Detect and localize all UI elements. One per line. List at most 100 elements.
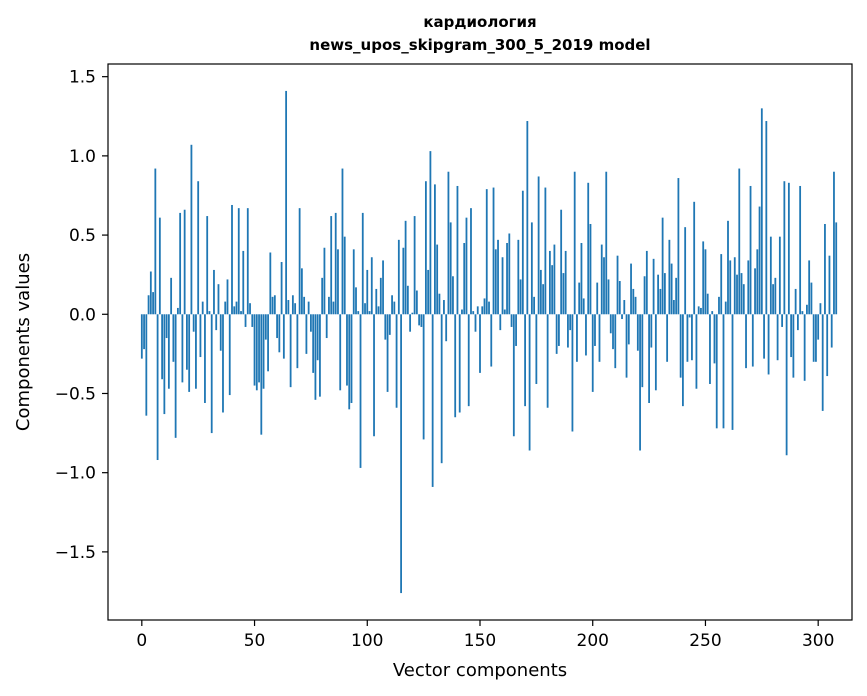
bar xyxy=(328,296,330,315)
bar xyxy=(219,314,222,351)
bar xyxy=(801,311,804,315)
bar xyxy=(562,273,565,315)
bar xyxy=(603,257,605,315)
bar xyxy=(668,239,671,315)
bar xyxy=(607,279,610,315)
bar xyxy=(452,276,454,315)
bar xyxy=(826,314,829,377)
bar xyxy=(776,314,779,361)
bar xyxy=(519,279,522,315)
bar xyxy=(325,314,328,339)
bar xyxy=(652,258,655,315)
bar xyxy=(751,314,754,367)
bar xyxy=(280,262,283,315)
bar xyxy=(524,314,526,407)
bars-group xyxy=(140,90,838,594)
bar xyxy=(170,277,173,315)
bar xyxy=(774,277,777,315)
bar xyxy=(697,306,700,315)
bar xyxy=(424,181,427,315)
bar xyxy=(639,314,641,451)
bar xyxy=(494,249,497,315)
bar xyxy=(472,311,475,315)
bar xyxy=(634,296,637,315)
bar xyxy=(470,208,472,315)
bar xyxy=(456,185,459,315)
bar xyxy=(240,311,242,315)
bar xyxy=(778,236,781,315)
x-tick-label: 100 xyxy=(351,631,383,651)
bar xyxy=(632,288,635,315)
bar xyxy=(718,296,720,315)
bar xyxy=(713,314,716,364)
bar xyxy=(386,314,389,392)
bar xyxy=(598,314,601,362)
x-tick-label: 150 xyxy=(464,631,496,651)
bar xyxy=(745,314,747,369)
bar xyxy=(183,209,186,315)
bar xyxy=(253,314,256,386)
bar xyxy=(587,182,590,315)
bar xyxy=(156,314,159,461)
bar xyxy=(596,282,599,315)
bar xyxy=(228,314,231,396)
bar xyxy=(267,314,269,372)
bar xyxy=(395,314,398,408)
bar xyxy=(506,243,508,315)
bar xyxy=(262,314,265,389)
bar xyxy=(672,300,675,315)
bar xyxy=(614,314,617,369)
x-axis-label: Vector components xyxy=(393,660,567,681)
bar xyxy=(348,314,351,410)
bar xyxy=(787,182,790,315)
bar xyxy=(808,260,811,315)
bar xyxy=(769,236,772,315)
bar xyxy=(420,314,423,327)
bar xyxy=(781,314,784,327)
bar xyxy=(176,307,179,315)
bar xyxy=(289,314,292,388)
bar xyxy=(691,314,693,361)
bar xyxy=(447,171,450,315)
bar xyxy=(201,301,204,315)
bar xyxy=(819,303,822,315)
bar xyxy=(666,314,669,362)
bar xyxy=(824,223,826,315)
bar xyxy=(564,250,567,315)
y-tick-label: −1.0 xyxy=(55,464,96,484)
bar xyxy=(510,314,513,327)
bar xyxy=(359,314,362,468)
bar xyxy=(316,314,319,361)
bar xyxy=(585,314,587,356)
bar xyxy=(650,314,653,348)
bar xyxy=(409,314,412,332)
bar xyxy=(167,314,170,389)
bar xyxy=(533,296,536,315)
bar xyxy=(330,216,333,315)
bar xyxy=(528,314,531,451)
bar xyxy=(307,301,310,315)
bar xyxy=(731,314,734,430)
bar xyxy=(415,290,418,315)
bar xyxy=(402,247,405,315)
bar xyxy=(688,314,691,318)
bar xyxy=(443,300,445,315)
bar xyxy=(278,314,281,353)
bar xyxy=(391,295,393,315)
bar xyxy=(244,314,247,327)
bar xyxy=(287,300,290,315)
bar xyxy=(411,312,414,315)
bar xyxy=(249,303,251,315)
bar xyxy=(657,274,660,315)
bar xyxy=(172,314,175,362)
bar xyxy=(479,314,481,373)
bar xyxy=(758,206,761,315)
bar xyxy=(686,314,689,362)
y-tick-label: −1.5 xyxy=(55,543,96,563)
bar xyxy=(255,314,258,391)
bar xyxy=(720,254,723,315)
bar xyxy=(258,314,260,383)
bar xyxy=(282,314,285,359)
bar xyxy=(370,257,373,315)
bar xyxy=(704,249,707,315)
